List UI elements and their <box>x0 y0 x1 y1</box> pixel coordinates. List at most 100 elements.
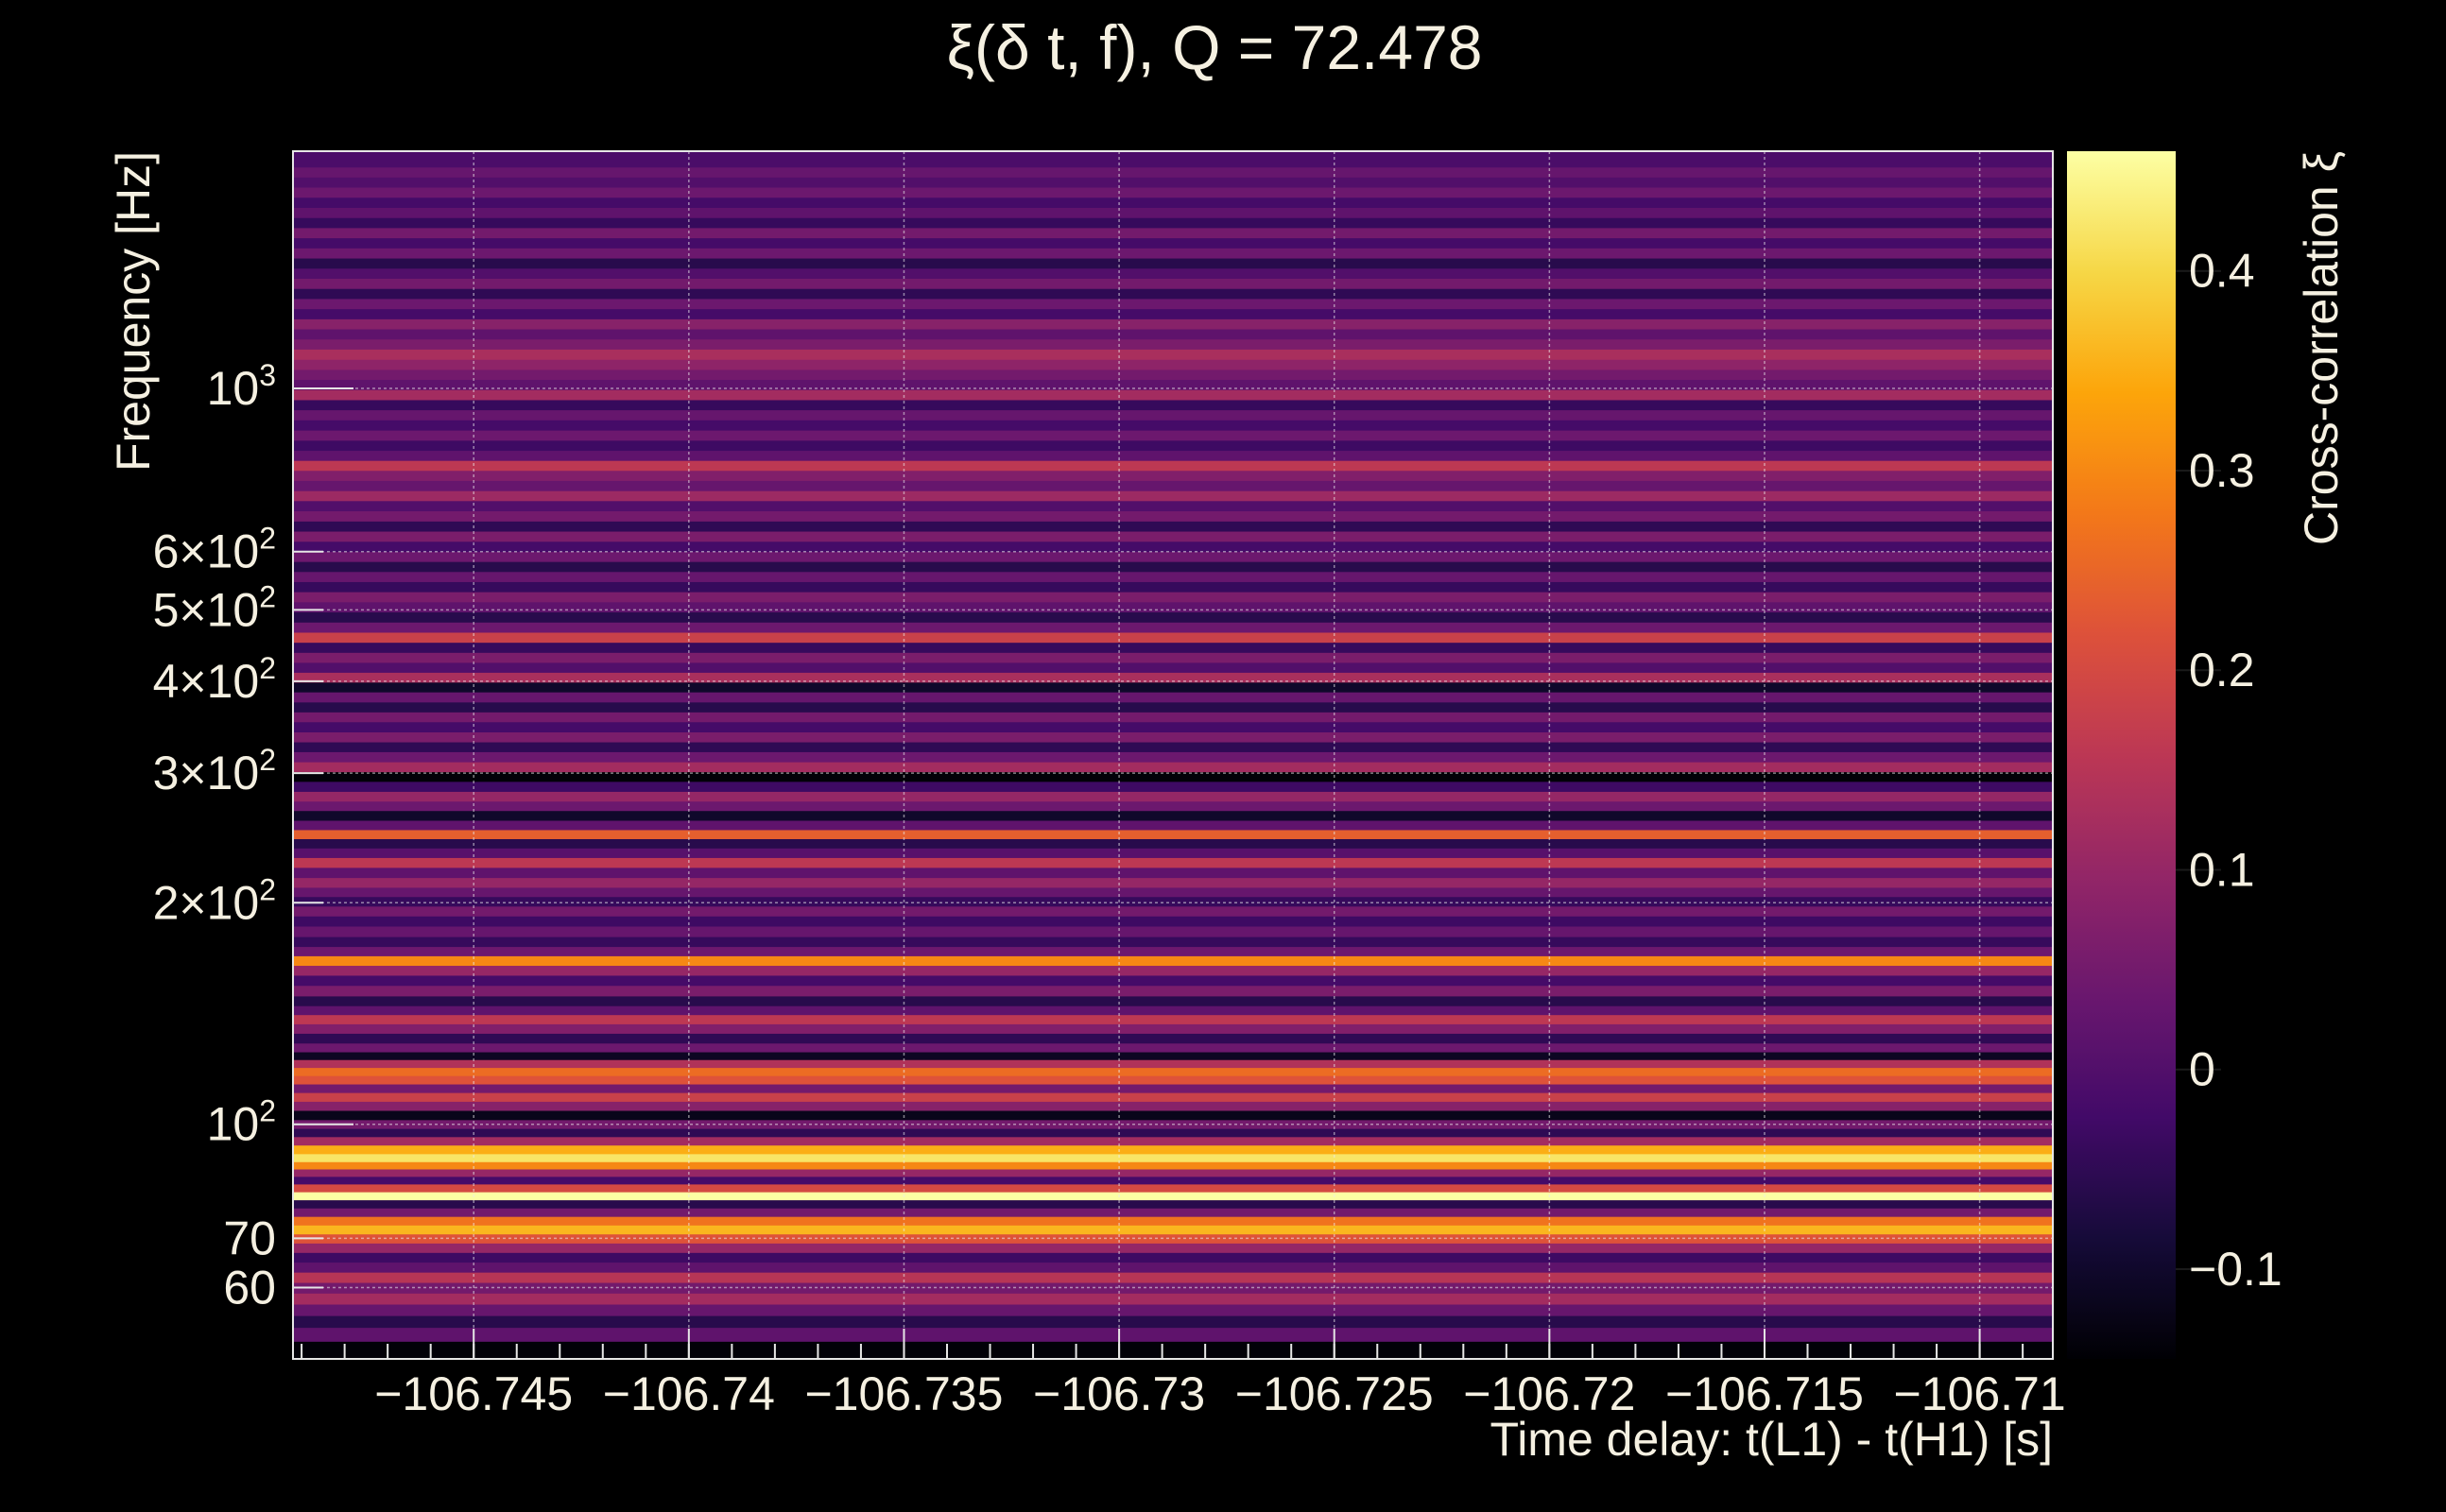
heatmap-band <box>293 652 2053 663</box>
heatmap-band <box>293 1092 2053 1102</box>
heatmap-band <box>293 207 2053 218</box>
x-axis-ticks: −106.745 −106.74 −106.735 −106.73 −106.725 −1… <box>301 1329 2066 1420</box>
heatmap-band <box>293 460 2053 472</box>
heatmap-band <box>293 510 2053 522</box>
heatmap-band <box>293 867 2053 879</box>
colorbar-tick-label: −0.1 <box>2189 1243 2282 1296</box>
heatmap-band <box>293 389 2053 401</box>
heatmap-band <box>293 1183 2053 1193</box>
heatmap-band <box>293 1161 2053 1170</box>
heatmap-band <box>293 936 2053 948</box>
heatmap-band <box>293 1042 2053 1053</box>
heatmap-band <box>293 1243 2053 1253</box>
heatmap-band <box>293 177 2053 188</box>
y-tick-label: 6×102 <box>153 522 276 578</box>
heatmap-band <box>293 800 2053 812</box>
heatmap-band <box>293 1303 2053 1316</box>
heatmap-band <box>293 420 2053 431</box>
heatmap-band <box>293 1293 2053 1305</box>
heatmap-band <box>293 622 2053 633</box>
heatmap-band <box>293 1014 2053 1024</box>
heatmap-band <box>293 521 2053 532</box>
heatmap-band <box>293 1199 2053 1209</box>
heatmap-band <box>293 642 2053 653</box>
heatmap-band <box>293 561 2053 573</box>
heatmap-band <box>293 741 2053 752</box>
heatmap-band <box>293 886 2053 898</box>
heatmap-band <box>293 1033 2053 1044</box>
heatmap-band <box>293 450 2053 461</box>
heatmap-band <box>293 1128 2053 1138</box>
heatmap-band <box>293 985 2053 997</box>
heatmap-band <box>293 965 2053 976</box>
heatmap-band <box>293 1109 2053 1121</box>
colorbar-tick-label: 0 <box>2189 1043 2215 1096</box>
heatmap-band <box>293 480 2053 491</box>
heatmap-band <box>293 896 2053 907</box>
heatmap-band <box>293 1075 2053 1085</box>
heatmap-band <box>293 631 2053 644</box>
heatmap-band <box>293 439 2053 452</box>
heatmap-band <box>293 1023 2053 1034</box>
heatmap-band <box>293 1005 2053 1016</box>
heatmap-band <box>293 762 2053 773</box>
heatmap-band <box>293 1168 2053 1177</box>
x-tick-label: −106.735 <box>804 1367 1003 1420</box>
heatmap-band <box>293 349 2053 360</box>
x-axis-label: Time delay: t(L1) - t(H1) [s] <box>1490 1413 2053 1466</box>
heatmap-band <box>293 151 2053 168</box>
heatmap-band <box>293 571 2053 582</box>
heatmap-band <box>293 810 2053 821</box>
x-tick-label: −106.715 <box>1665 1367 1864 1420</box>
chart-title: ξ(δ t, f), Q = 72.478 <box>946 12 1482 82</box>
heatmap-band <box>293 1144 2053 1155</box>
x-tick-label: −106.73 <box>1033 1367 1205 1420</box>
colorbar-tick-label: 0.1 <box>2189 843 2255 896</box>
x-tick-label: −106.72 <box>1463 1367 1635 1420</box>
heatmap-band <box>293 430 2053 441</box>
heatmap-band <box>293 369 2053 381</box>
y-tick-label: 2×102 <box>153 872 276 929</box>
y-tick-label: 3×102 <box>153 743 276 799</box>
heatmap-band <box>293 470 2053 481</box>
heatmap-band <box>293 530 2053 542</box>
heatmap-band <box>293 399 2053 411</box>
heatmap-band <box>293 672 2053 683</box>
heatmap-band <box>293 1272 2053 1283</box>
heatmap-band <box>293 318 2053 330</box>
heatmap-band <box>293 1101 2053 1111</box>
heatmap-band <box>293 541 2053 553</box>
heatmap-band <box>293 500 2053 512</box>
heatmap-band <box>293 288 2053 300</box>
heatmap-band <box>293 905 2053 917</box>
heatmap-band <box>293 581 2053 593</box>
heatmap-band <box>293 1327 2053 1342</box>
heatmap-band <box>293 819 2053 831</box>
heatmap-band <box>293 490 2053 502</box>
heatmap-band <box>293 1315 2053 1329</box>
heatmap-band <box>293 848 2053 858</box>
y-tick-label: 70 <box>223 1211 276 1264</box>
heatmap-band <box>293 1341 2053 1359</box>
heatmap-band <box>293 751 2053 763</box>
heatmap-band <box>293 217 2053 229</box>
heatmap-band <box>293 877 2053 888</box>
heatmap-band <box>293 857 2053 868</box>
heatmap-band <box>293 925 2053 937</box>
x-tick-label: −106.725 <box>1235 1367 1434 1420</box>
x-tick-label: −106.71 <box>1894 1367 2066 1420</box>
y-tick-label: 5×102 <box>153 579 276 636</box>
heatmap-band <box>293 186 2053 198</box>
heatmap-band <box>293 1059 2053 1069</box>
heatmap-band <box>293 662 2053 673</box>
heatmap-band <box>293 955 2053 967</box>
heatmap-band <box>293 551 2053 562</box>
x-tick-label: −106.745 <box>374 1367 573 1420</box>
grid-lines <box>293 151 2053 1359</box>
heatmap-band <box>293 166 2053 178</box>
heatmap-band <box>293 237 2053 249</box>
heatmap-band <box>293 611 2053 623</box>
colorbar <box>2067 151 2176 1359</box>
